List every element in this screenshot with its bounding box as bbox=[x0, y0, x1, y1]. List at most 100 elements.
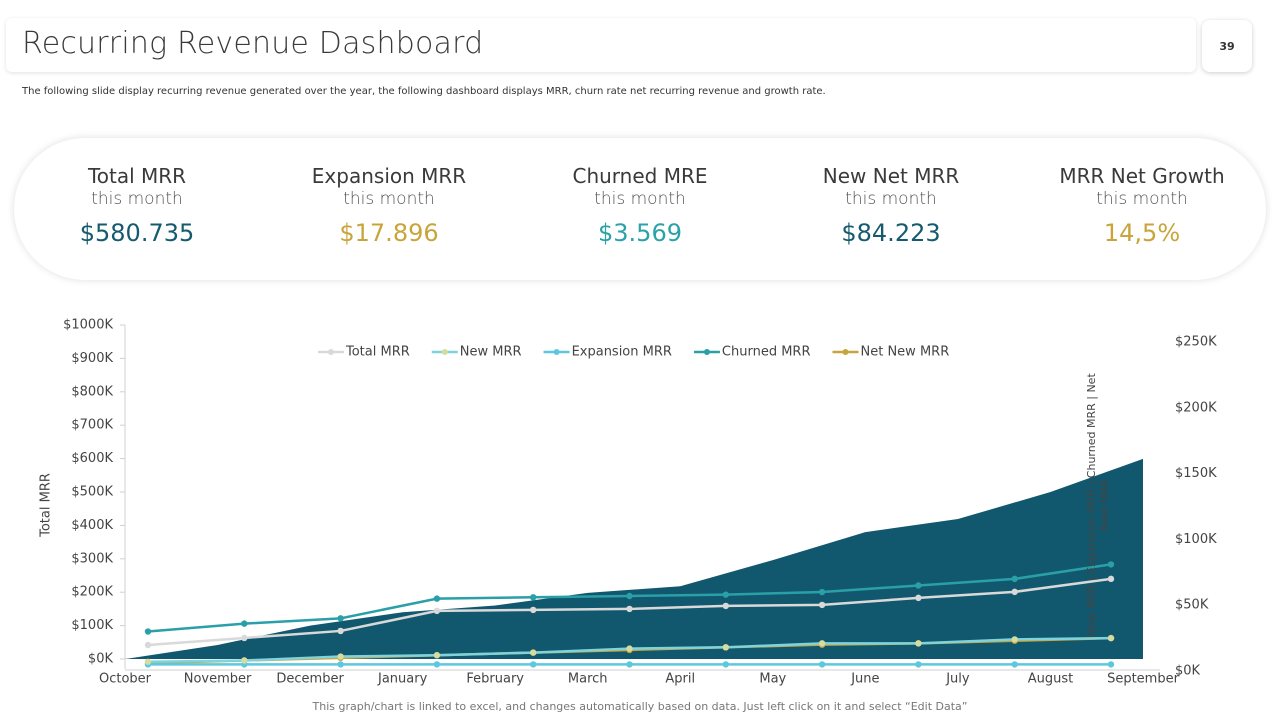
point bbox=[433, 595, 441, 602]
kpi-period: this month bbox=[845, 189, 937, 209]
point bbox=[626, 661, 633, 668]
slide-subtitle: The following slide display recurring re… bbox=[22, 86, 826, 97]
footnote: This graph/chart is linked to excel, and… bbox=[312, 700, 968, 713]
y2-axis-title: New MRR | Expansion MRR | Churned MRR | … bbox=[1085, 373, 1111, 637]
y-axis-title: Total MRR bbox=[39, 473, 54, 538]
y-tick-label: $1000K bbox=[63, 318, 113, 333]
kpi-value: $3.569 bbox=[598, 219, 682, 247]
point bbox=[1011, 588, 1018, 596]
kpi-period: this month bbox=[594, 189, 686, 209]
kpi-value: 14,5% bbox=[1103, 219, 1181, 247]
y-tick-label: $200K bbox=[71, 585, 113, 600]
point bbox=[1107, 575, 1115, 583]
point bbox=[626, 592, 633, 600]
point bbox=[818, 601, 826, 609]
point bbox=[722, 661, 729, 668]
y-tick-label: $600K bbox=[71, 451, 113, 466]
kpi-value: $84.223 bbox=[841, 219, 941, 247]
point bbox=[337, 627, 344, 635]
y-tick-label: $800K bbox=[71, 384, 113, 399]
page-number: 39 bbox=[1202, 20, 1252, 72]
point bbox=[915, 661, 922, 668]
point bbox=[915, 582, 922, 589]
point bbox=[1107, 634, 1115, 642]
kpi-card: New Net MRR this month $84.223 bbox=[771, 164, 1011, 247]
y-tick-label: $100K bbox=[71, 618, 113, 633]
kpi-period: this month bbox=[1096, 189, 1188, 209]
x-tick-label: June bbox=[850, 672, 879, 687]
legend-label: New MRR bbox=[460, 345, 522, 360]
x-tick-label: April bbox=[665, 672, 695, 687]
point bbox=[1107, 561, 1115, 568]
y2-tick-label: $0K bbox=[1175, 664, 1201, 679]
legend-marker bbox=[703, 349, 710, 355]
legend-marker bbox=[441, 349, 448, 355]
point bbox=[337, 615, 344, 622]
point bbox=[1107, 661, 1115, 668]
point bbox=[722, 644, 729, 651]
x-tick-label: March bbox=[568, 672, 608, 687]
point bbox=[433, 607, 441, 615]
legend-label: Expansion MRR bbox=[572, 345, 672, 360]
legend-label: Total MRR bbox=[345, 345, 410, 360]
point bbox=[818, 588, 826, 596]
point bbox=[915, 640, 922, 647]
y-tick-label: $400K bbox=[71, 518, 113, 533]
x-tick-label: September bbox=[1107, 672, 1180, 687]
point bbox=[1011, 575, 1018, 583]
slide-title: Recurring Revenue Dashboard bbox=[22, 26, 484, 61]
kpi-label: MRR Net Growth bbox=[1059, 164, 1225, 188]
kpi-card: MRR Net Growth this month 14,5% bbox=[1022, 164, 1262, 247]
point bbox=[337, 661, 344, 668]
kpi-label: Total MRR bbox=[87, 164, 187, 188]
point bbox=[722, 602, 729, 610]
kpi-period: this month bbox=[343, 189, 435, 209]
point bbox=[144, 641, 152, 649]
x-tick-label: August bbox=[1028, 672, 1074, 687]
point bbox=[530, 594, 537, 601]
point bbox=[433, 661, 441, 668]
kpi-card: Expansion MRR this month $17.896 bbox=[269, 164, 509, 247]
x-tick-label: May bbox=[759, 672, 786, 687]
kpi-period: this month bbox=[91, 189, 183, 209]
kpi-card: Total MRR this month $580.735 bbox=[17, 164, 257, 247]
y-tick-label: $300K bbox=[71, 551, 113, 566]
x-tick-label: December bbox=[276, 672, 344, 687]
point bbox=[1011, 636, 1018, 643]
point bbox=[530, 606, 537, 614]
point bbox=[241, 634, 248, 642]
area bbox=[125, 458, 1143, 659]
kpi-label: Expansion MRR bbox=[311, 164, 467, 188]
point bbox=[144, 628, 152, 635]
kpi-label: New Net MRR bbox=[822, 164, 960, 188]
kpi-value: $17.896 bbox=[339, 219, 439, 247]
point bbox=[530, 649, 537, 656]
x-tick-label: February bbox=[466, 672, 524, 687]
point bbox=[818, 661, 826, 668]
point bbox=[241, 620, 248, 627]
point bbox=[626, 605, 633, 613]
kpi-value: $580.735 bbox=[79, 219, 195, 247]
y-tick-label: $900K bbox=[71, 351, 113, 366]
x-tick-label: November bbox=[184, 672, 252, 687]
kpi-card: Churned MRE this month $3.569 bbox=[520, 164, 760, 247]
point bbox=[337, 653, 344, 660]
point bbox=[530, 661, 537, 668]
point bbox=[626, 645, 633, 652]
point bbox=[144, 658, 152, 665]
y-tick-label: $500K bbox=[71, 485, 113, 500]
x-tick-label: July bbox=[945, 672, 970, 687]
legend-marker bbox=[553, 349, 560, 355]
y2-tick-label: $250K bbox=[1175, 335, 1217, 350]
y2-tick-label: $100K bbox=[1175, 532, 1217, 547]
y-tick-label: $700K bbox=[71, 418, 113, 433]
point bbox=[1011, 661, 1018, 668]
point bbox=[433, 652, 441, 659]
y2-tick-label: $150K bbox=[1175, 466, 1217, 481]
y2-tick-label: $200K bbox=[1175, 400, 1217, 415]
legend-label: Churned MRR bbox=[722, 345, 811, 360]
x-tick-label: January bbox=[377, 672, 428, 687]
y2-tick-label: $50K bbox=[1175, 598, 1209, 613]
